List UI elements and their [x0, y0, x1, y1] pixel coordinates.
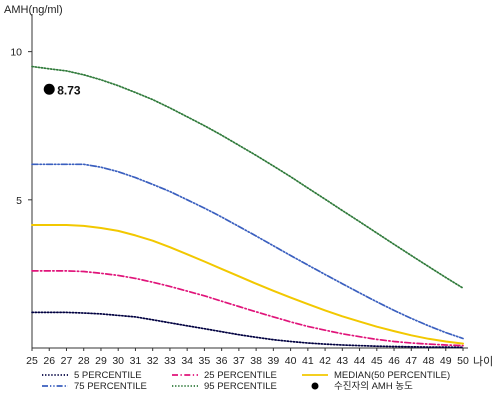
x-tick-label: 28 [78, 355, 90, 367]
legend-label: 25 PERCENTILE [204, 370, 277, 381]
y-tick-label: 10 [10, 47, 22, 59]
x-tick-label: 40 [285, 355, 297, 367]
x-tick-label: 26 [43, 355, 55, 367]
x-tick-label: 47 [405, 355, 417, 367]
x-tick-label: 30 [112, 355, 124, 367]
x-tick-label: 27 [61, 355, 73, 367]
x-tick-label: 46 [388, 355, 400, 367]
x-axis-title: 나이 [473, 355, 493, 368]
x-tick-label: 50 [457, 355, 469, 367]
x-tick-label: 35 [199, 355, 211, 367]
chart-legend: 5 PERCENTILE 25 PERCENTILE MEDIAN(50 PERCE… [42, 370, 450, 392]
y-axis-title: AMH(ng/ml) [4, 4, 63, 16]
chart-plot-area: 8.73 [31, 65, 464, 349]
series-line-25-percentile [31, 270, 464, 347]
series-line-95-percentile [31, 65, 464, 289]
series-line-5-percentile [31, 311, 464, 349]
series-line-median-50-percentile [31, 224, 464, 345]
chart-axes: AMH(ng/ml) 나이 5 10 25 26 27 28 29 30 31 32 33 34 35 36 3… [4, 4, 493, 368]
patient-amh-point [43, 83, 55, 95]
x-tick-label: 48 [423, 355, 435, 367]
x-tick-label: 39 [268, 355, 280, 367]
x-tick-label: 41 [302, 355, 314, 367]
x-tick-label: 25 [26, 355, 38, 367]
patient-amh-value-label: 8.73 [57, 83, 81, 97]
x-tick-label: 49 [440, 355, 452, 367]
x-tick-label: 42 [319, 355, 331, 367]
x-tick-label: 32 [147, 355, 159, 367]
legend-label: 5 PERCENTILE [74, 370, 142, 381]
x-tick-label: 43 [336, 355, 348, 367]
legend-swatch [311, 382, 319, 390]
x-tick-label: 38 [250, 355, 262, 367]
x-tick-label: 44 [354, 355, 366, 367]
legend-label: 75 PERCENTILE [74, 381, 147, 392]
legend-label: 95 PERCENTILE [204, 381, 277, 392]
y-tick-label: 5 [16, 195, 22, 207]
legend-label: 수진자의 AMH 농도 [334, 381, 413, 392]
x-tick-label: 37 [233, 355, 245, 367]
x-tick-label: 45 [371, 355, 383, 367]
legend-label: MEDIAN(50 PERCENTILE) [334, 370, 450, 381]
series-line-75-percentile [31, 163, 464, 340]
x-tick-label: 29 [95, 355, 107, 367]
x-tick-label: 33 [164, 355, 176, 367]
x-tick-label: 34 [181, 355, 193, 367]
x-tick-label: 36 [216, 355, 228, 367]
x-tick-label: 31 [130, 355, 142, 367]
